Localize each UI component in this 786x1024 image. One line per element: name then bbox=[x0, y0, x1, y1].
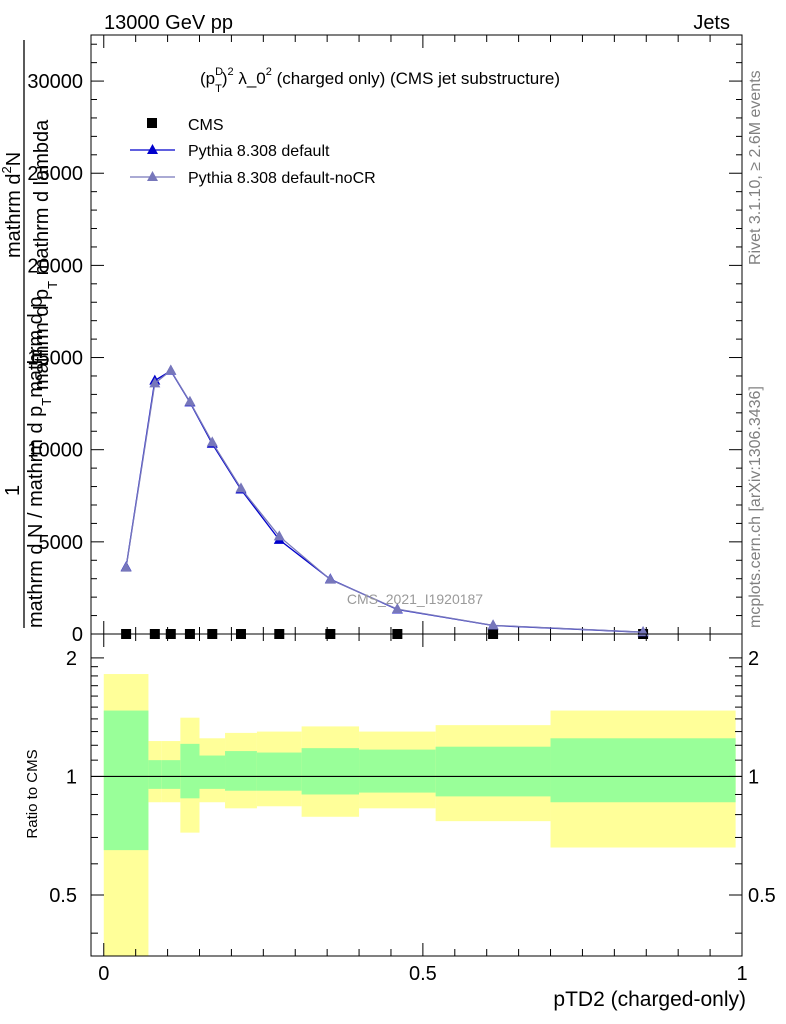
series-point-2 bbox=[487, 619, 499, 630]
svg-text:1: 1 bbox=[2, 485, 24, 496]
inner-band-bin bbox=[359, 749, 436, 793]
energy-label: 13000 GeV pp bbox=[104, 12, 233, 34]
series-point-2 bbox=[324, 573, 336, 584]
ratio-y-axis-label: Ratio to CMS bbox=[24, 749, 41, 838]
inner-band-bin bbox=[225, 751, 257, 791]
legend-item-cms: CMS bbox=[147, 117, 224, 134]
rivet-label: Rivet 3.1.10, ≥ 2.6M events bbox=[747, 70, 764, 265]
main-ytick-label: 15000 bbox=[27, 348, 83, 370]
process-label: Jets bbox=[693, 12, 730, 34]
analysis-watermark: CMS_2021_I1920187 bbox=[347, 591, 483, 607]
x-ticks: 0 0.5 1 bbox=[98, 963, 747, 985]
svg-text:(pDT)2 λ_02 (charged only) (CM: (pD T)2 λ_02 (charged only) (CMS jet subs… bbox=[200, 66, 560, 95]
mcplots-label: mcplots.cern.ch [arXiv:1306.3436] bbox=[747, 386, 764, 628]
main-ytick-label: 20000 bbox=[27, 255, 83, 277]
legend-item-pythia-default: Pythia 8.308 default bbox=[130, 143, 330, 160]
main-ytick-label: 5000 bbox=[39, 532, 84, 554]
series-point-2 bbox=[273, 530, 285, 541]
inner-band-bin bbox=[161, 760, 181, 789]
series-point-2 bbox=[184, 395, 196, 406]
ratio-ytick-label-right: 0.5 bbox=[748, 885, 776, 907]
main-ticks: 0 5000 10000 15000 20000 25000 30000 bbox=[27, 35, 743, 646]
ratio-ytick-label-right: 2 bbox=[748, 648, 759, 670]
series-point-2 bbox=[391, 603, 403, 614]
x-tick-label: 0 bbox=[98, 963, 109, 985]
ratio-ticks: 0.5 0.5 1 1 2 2 bbox=[49, 634, 776, 956]
inner-band-bin bbox=[103, 710, 149, 851]
ratio-ytick-label-right: 1 bbox=[748, 766, 759, 788]
inner-band-bin bbox=[199, 755, 226, 789]
series-point-2 bbox=[149, 377, 161, 388]
x-axis-label: pTD2 (charged-only) bbox=[553, 988, 746, 1011]
svg-text:Pythia 8.308 default-noCR: Pythia 8.308 default-noCR bbox=[188, 170, 376, 187]
inner-band-bin bbox=[435, 746, 551, 797]
main-ytick-label: 10000 bbox=[27, 440, 83, 462]
main-y-axis-label: mathrm d2N mathrm d pT mathrm d lambda 1… bbox=[0, 40, 60, 628]
series-point-2 bbox=[120, 561, 132, 572]
ratio-panel-frame bbox=[90, 633, 743, 957]
inner-band-bin bbox=[550, 738, 736, 803]
main-ytick-label: 0 bbox=[72, 624, 83, 646]
legend: CMS Pythia 8.308 default Pythia 8.308 de… bbox=[130, 117, 376, 187]
ratio-bands bbox=[91, 674, 742, 956]
ratio-ytick-label: 1 bbox=[66, 766, 77, 788]
legend-item-pythia-nocr: Pythia 8.308 default-noCR bbox=[130, 170, 376, 187]
svg-text:CMS: CMS bbox=[188, 117, 224, 134]
series-point-2 bbox=[165, 364, 177, 375]
series-point-2 bbox=[206, 436, 218, 447]
inner-band-bin bbox=[148, 760, 162, 789]
series-point-2 bbox=[235, 482, 247, 493]
inner-band-bin bbox=[301, 748, 360, 795]
ratio-ytick-label: 2 bbox=[66, 648, 77, 670]
inner-band-bin bbox=[180, 743, 200, 799]
plot-title: (pD T)2 λ_02 (charged only) (CMS jet subs… bbox=[200, 66, 560, 95]
x-tick-label: 0.5 bbox=[409, 963, 437, 985]
svg-text:mathrm d pT mathrm d lambda: mathrm d pT mathrm d lambda bbox=[31, 119, 60, 390]
x-tick-label: 1 bbox=[736, 963, 747, 985]
svg-text:mathrm d2N: mathrm d2N bbox=[0, 152, 25, 258]
svg-text:Pythia 8.308 default: Pythia 8.308 default bbox=[188, 143, 330, 160]
ratio-ytick-label: 0.5 bbox=[49, 885, 77, 907]
inner-band-bin bbox=[256, 752, 302, 791]
main-ytick-label: 30000 bbox=[27, 71, 83, 93]
main-ytick-label: 25000 bbox=[27, 163, 83, 185]
svg-text:mathrm d N / mathrm d pTmathrm: mathrm d N / mathrm d pTmathrm d p bbox=[25, 297, 54, 628]
